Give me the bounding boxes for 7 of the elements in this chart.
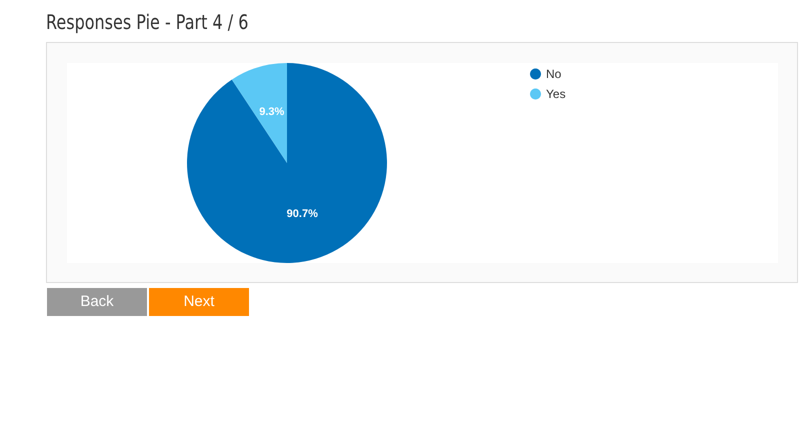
next-button[interactable]: Next	[149, 288, 249, 316]
legend-label: No	[546, 67, 562, 81]
data-label: 90.7%	[286, 208, 318, 220]
back-button[interactable]: Back	[47, 288, 147, 316]
data-label: 9.3%	[259, 106, 284, 118]
legend-label: Yes	[546, 87, 566, 101]
chart-title: Responses Pie - Part 4 / 6	[46, 10, 248, 34]
